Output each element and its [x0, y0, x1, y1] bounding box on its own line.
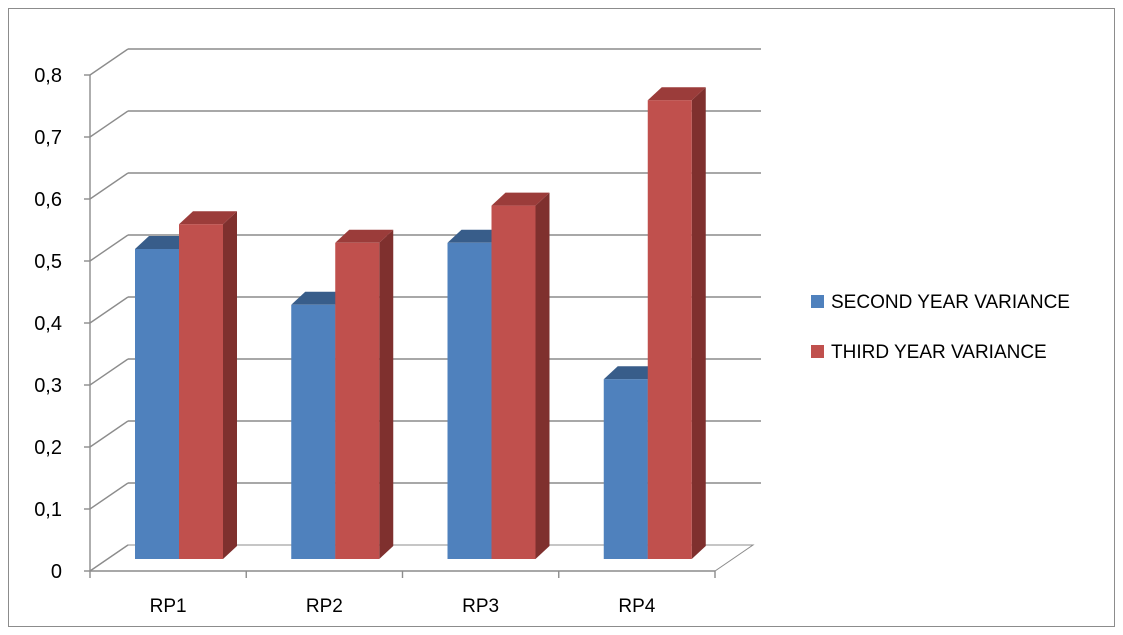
bar-top: [447, 229, 506, 243]
y-tick-label: 0,5: [34, 251, 62, 273]
gridline-diagonal: [89, 48, 129, 76]
bar-front: [447, 242, 492, 560]
y-tick-label: 0: [51, 561, 62, 583]
x-category-label: RP3: [462, 596, 499, 617]
gridline-diagonal: [89, 482, 129, 510]
gridline-diagonal: [89, 544, 129, 572]
legend-swatch: [811, 345, 824, 358]
y-tick-label: 0,4: [34, 313, 62, 335]
bars: [135, 87, 706, 560]
bar-side: [691, 87, 706, 559]
bar-front: [179, 224, 223, 559]
y-tick-label: 0,6: [34, 189, 62, 211]
bar-front: [335, 242, 380, 560]
bar-rp4-series-2: [647, 87, 706, 559]
bar-top: [491, 192, 550, 206]
legend: SECOND YEAR VARIANCE THIRD YEAR VARIANCE: [811, 292, 1070, 363]
bar-rp1-series-2: [179, 211, 237, 559]
legend-swatch: [811, 295, 824, 308]
y-tick-label: 0,7: [34, 127, 62, 149]
x-category-label: RP4: [618, 596, 655, 617]
y-tick-label: 0,1: [34, 499, 62, 521]
gridline-diagonal: [89, 358, 129, 386]
bar-top: [179, 211, 237, 225]
axis-labels: 0 0,1 0,2 0,3 0,4 0,5 0,6 0,7 0,8 RP1 RP2 RP3 RP4: [34, 65, 656, 617]
bar-front: [135, 249, 179, 559]
bar-side: [223, 211, 237, 559]
gridline-diagonal: [89, 296, 129, 324]
y-tick-label: 0,3: [34, 375, 62, 397]
bar-side: [379, 229, 394, 560]
bar-front: [603, 379, 648, 559]
x-category-label: RP2: [306, 596, 343, 617]
bar-front: [647, 100, 692, 559]
bar-rp2-series-2: [335, 229, 394, 560]
bar-top: [603, 366, 662, 380]
bar-side: [535, 192, 550, 559]
bar-top: [647, 87, 706, 101]
bar-top: [291, 291, 350, 305]
axes: [84, 74, 716, 578]
gridline-diagonal: [89, 172, 129, 200]
bar-rp3-series-2: [491, 192, 550, 559]
bar-front: [291, 304, 336, 559]
legend-label: SECOND YEAR VARIANCE: [831, 292, 1070, 313]
y-tick-label: 0,8: [34, 65, 62, 87]
bar-top: [335, 229, 394, 243]
gridline-diagonal: [89, 234, 129, 262]
x-category-label: RP1: [150, 596, 187, 617]
y-tick-label: 0,2: [34, 437, 62, 459]
bar-front: [491, 205, 536, 559]
gridline-diagonal: [89, 110, 129, 138]
bar-top: [135, 236, 193, 249]
legend-label: THIRD YEAR VARIANCE: [831, 342, 1047, 363]
gridline-diagonal: [89, 420, 129, 448]
